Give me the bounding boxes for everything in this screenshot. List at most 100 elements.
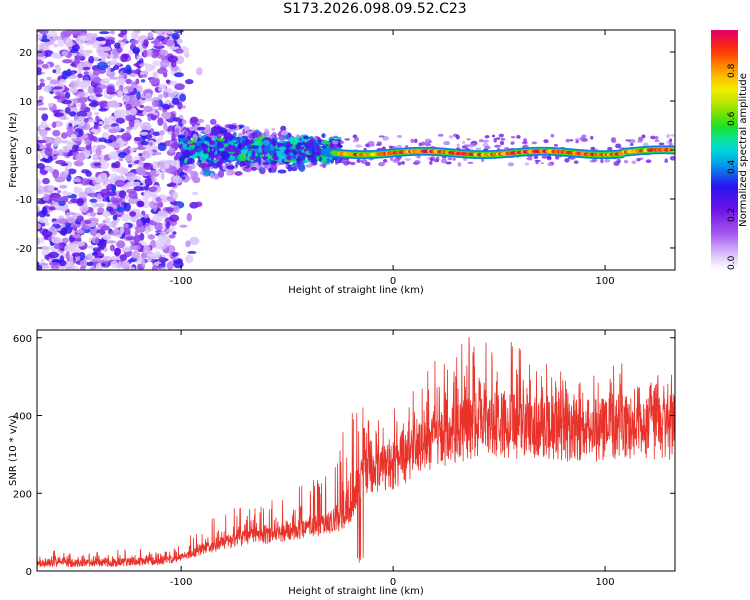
heatmap-cell <box>472 142 477 147</box>
heatmap-cell <box>157 54 165 60</box>
heatmap-cell <box>270 163 278 172</box>
heatmap-cell <box>164 164 170 169</box>
heatmap-cell <box>500 138 506 141</box>
heatmap-cell <box>156 68 168 75</box>
heatmap-cell <box>72 178 81 183</box>
heatmap-cell <box>188 126 196 132</box>
heatmap-cell <box>39 30 49 35</box>
heatmap-cell <box>38 95 44 102</box>
heatmap-cell <box>227 145 236 153</box>
heatmap-cell <box>98 107 108 112</box>
heatmap-cell <box>37 59 44 65</box>
heatmap-cell <box>277 146 287 151</box>
heatmap-cell <box>76 241 85 247</box>
heatmap-cell <box>158 256 167 263</box>
heatmap-cell <box>95 147 102 156</box>
heatmap-cell <box>40 119 47 129</box>
heatmap-cell <box>516 134 521 139</box>
heatmap-cell <box>77 53 84 57</box>
heatmap-cell <box>151 99 160 108</box>
heatmap-cell <box>499 140 505 146</box>
heatmap-cell <box>666 133 671 139</box>
heatmap-cell <box>38 217 49 224</box>
heatmap-y-axis-label: Frequency (Hz) <box>8 112 19 188</box>
heatmap-cell <box>445 161 452 165</box>
heatmap-cell <box>96 61 108 71</box>
heatmap-cell <box>149 150 154 155</box>
snr-y-tick-label: 0 <box>26 567 32 578</box>
heatmap-cell <box>139 63 145 67</box>
heatmap-cell <box>52 140 59 148</box>
heatmap-cell <box>188 158 193 164</box>
heatmap-cell <box>261 155 269 160</box>
heatmap-cell <box>78 146 88 151</box>
snr-series-line <box>37 336 675 568</box>
heatmap-cell <box>109 244 116 252</box>
heatmap-cell <box>191 163 196 169</box>
heatmap-cell <box>166 238 171 245</box>
heatmap-cell <box>184 157 188 164</box>
heatmap-cell <box>462 140 466 144</box>
heatmap-cell <box>344 138 351 141</box>
heatmap-cell <box>44 166 53 172</box>
heatmap-cell <box>37 143 40 151</box>
heatmap-cell <box>128 266 136 270</box>
heatmap-cell <box>182 143 187 150</box>
heatmap-cell <box>136 146 147 151</box>
heatmap-cell <box>79 204 89 213</box>
heatmap-cell <box>645 159 652 164</box>
heatmap-cell <box>143 39 149 47</box>
heatmap-cell <box>92 153 100 161</box>
heatmap-cell <box>66 126 75 131</box>
heatmap-cell <box>376 141 382 146</box>
heatmap-cell <box>185 151 194 157</box>
heatmap-cell <box>157 117 164 126</box>
heatmap-cell <box>61 50 69 57</box>
heatmap-cell <box>392 158 400 163</box>
heatmap-cell <box>166 261 174 270</box>
heatmap-cell <box>565 138 570 143</box>
heatmap-cell <box>132 46 141 55</box>
heatmap-cell <box>72 233 83 239</box>
heatmap-cell <box>186 140 194 145</box>
heatmap-cell <box>397 135 402 138</box>
heatmap-cell <box>48 251 60 259</box>
heatmap-cell <box>117 90 124 97</box>
heatmap-cell <box>315 145 321 151</box>
heatmap-cell <box>108 115 114 119</box>
heatmap-cell <box>381 146 386 150</box>
heatmap-cell <box>134 230 139 236</box>
heatmap-cell <box>636 140 643 143</box>
heatmap-cell <box>133 185 143 192</box>
colorbar-tick-label: 0.2 <box>727 208 737 222</box>
heatmap-cell <box>241 139 246 148</box>
heatmap-cell <box>39 82 46 87</box>
heatmap-cell <box>388 145 393 149</box>
heatmap-cell <box>208 160 215 167</box>
heatmap-cell <box>104 216 111 223</box>
heatmap-cell <box>91 136 98 142</box>
heatmap-cell <box>192 137 196 142</box>
heatmap-cell <box>126 68 132 75</box>
heatmap-cell <box>77 73 83 79</box>
heatmap-cell <box>144 229 150 236</box>
heatmap-cell <box>484 145 491 150</box>
heatmap-cell <box>112 54 120 59</box>
heatmap-cell <box>77 97 88 103</box>
heatmap-cell <box>306 154 316 158</box>
heatmap-cell <box>136 91 141 101</box>
heatmap-cell <box>141 150 151 159</box>
heatmap-cell <box>65 218 77 223</box>
heatmap-cell <box>98 80 110 84</box>
heatmap-cell <box>116 62 121 66</box>
heatmap-cell <box>98 121 104 125</box>
heatmap-cell <box>167 131 173 135</box>
heatmap-cell <box>234 171 243 176</box>
heatmap-cell <box>157 106 164 111</box>
heatmap-cell <box>286 155 292 161</box>
heatmap-cell <box>160 59 170 68</box>
heatmap-cell <box>160 172 165 180</box>
heatmap-cell <box>482 139 490 143</box>
heatmap-cell <box>102 256 112 262</box>
heatmap-cell <box>590 146 596 151</box>
